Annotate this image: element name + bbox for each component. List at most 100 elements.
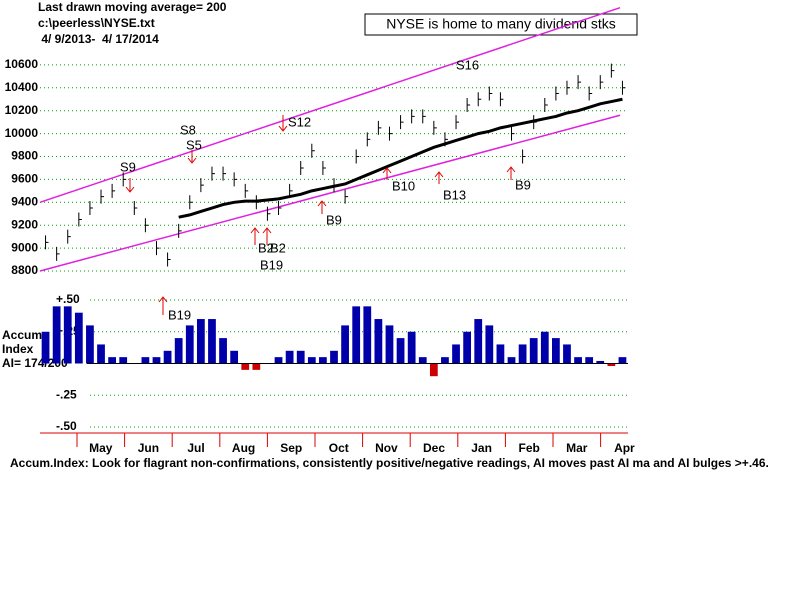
accum-bar <box>418 357 427 364</box>
accum-bar <box>174 338 183 364</box>
signal-label: B13 <box>443 187 466 202</box>
header-line: 4/ 9/2013- 4/ 17/2014 <box>38 32 159 46</box>
price-bar <box>477 92 482 107</box>
price-bar <box>178 223 182 238</box>
accum-bar <box>141 357 150 364</box>
price-bar <box>100 189 105 204</box>
price-bar <box>211 166 215 181</box>
price-bar <box>422 109 426 124</box>
accum-bar <box>352 306 361 364</box>
price-bar <box>522 149 526 164</box>
accum-bar <box>74 312 83 364</box>
price-bar <box>233 172 238 187</box>
y-tick-label: 9800 <box>11 149 38 163</box>
accum-bar <box>152 357 161 364</box>
month-label: May <box>89 441 113 455</box>
y-tick-label: 10200 <box>5 103 39 117</box>
signal-arrow <box>434 171 444 184</box>
price-bar <box>433 120 437 135</box>
price-bar <box>67 229 71 244</box>
price-bar <box>499 92 504 107</box>
signal-label: B9 <box>326 212 342 227</box>
price-bar <box>155 241 160 256</box>
channel-line <box>39 114 621 272</box>
month-label: Feb <box>519 441 540 455</box>
accum-bar <box>474 319 483 364</box>
accum-bar <box>341 325 349 364</box>
price-bar <box>133 201 138 216</box>
header-line: Last drawn moving average= 200 <box>38 0 227 14</box>
price-bar <box>322 160 326 175</box>
signal-label: S5 <box>186 137 202 152</box>
accum-bar <box>363 306 372 364</box>
price-bar <box>511 126 515 141</box>
signal-arrow <box>506 166 516 180</box>
y-tick-label: 9200 <box>11 217 38 231</box>
accum-bar <box>452 344 460 364</box>
price-bar <box>488 86 493 101</box>
signal-label: S12 <box>288 114 311 129</box>
accum-bar <box>285 350 294 364</box>
y-tick-label: 10600 <box>5 57 39 71</box>
price-bar <box>333 178 337 193</box>
price-bar <box>200 178 204 193</box>
price-bar <box>566 80 570 95</box>
accum-bar <box>540 331 549 364</box>
accum-bar <box>108 357 116 364</box>
accum-bar <box>374 319 383 364</box>
footer: Accum.Index: Look for flagrant non-confi… <box>10 456 769 470</box>
price-bar <box>300 160 304 175</box>
price-bar <box>266 206 271 221</box>
accum-tick-label: -.50 <box>56 419 77 433</box>
price-bar <box>411 109 415 124</box>
price-bar <box>577 75 582 90</box>
accum-bar <box>296 350 305 364</box>
price-bar <box>388 126 393 141</box>
accum-bar <box>496 344 505 364</box>
price-bar <box>167 252 171 267</box>
signal-label: B19 <box>260 257 283 272</box>
month-label: Oct <box>329 441 349 455</box>
accum-label: Index <box>2 342 34 356</box>
signal-label: B19 <box>168 307 191 322</box>
y-tick-label: 9400 <box>11 194 38 208</box>
accum-bar <box>441 357 449 364</box>
channel-line <box>39 6 621 204</box>
moving-average <box>178 97 623 219</box>
month-label: Dec <box>423 441 445 455</box>
accum-bar <box>574 357 582 364</box>
y-tick-label: 9000 <box>11 240 38 254</box>
month-label: Apr <box>614 441 635 455</box>
accum-tick-label: -.25 <box>56 387 77 401</box>
price-bar <box>599 75 604 90</box>
month-label: Jun <box>138 441 159 455</box>
accum-bar <box>529 338 538 364</box>
price-bar <box>533 115 537 130</box>
price-bar <box>244 183 249 198</box>
price-bar <box>400 115 404 130</box>
price-bar <box>89 201 93 216</box>
accum-bar <box>119 357 128 364</box>
accum-bar <box>596 360 605 364</box>
signal-arrow <box>382 167 392 180</box>
signal-label: B2 <box>270 240 286 255</box>
month-label: Nov <box>375 441 398 455</box>
signal-arrow <box>125 178 135 193</box>
signal-label: S16 <box>456 57 479 72</box>
chart-title: NYSE is home to many dividend stks <box>386 16 616 32</box>
price-bar <box>255 195 260 210</box>
accum-label: AI= 174/200 <box>2 356 68 370</box>
price-bar <box>355 149 360 164</box>
accum-bar <box>507 357 516 364</box>
month-label: Mar <box>566 441 588 455</box>
accum-label: Accum <box>2 328 42 342</box>
month-label: Sep <box>280 441 302 455</box>
price-bar <box>610 63 615 78</box>
price-bar <box>311 143 315 158</box>
y-tick-label: 9600 <box>11 172 38 186</box>
month-label: Aug <box>232 441 255 455</box>
accum-bar <box>41 331 50 364</box>
accum-bar <box>618 357 627 364</box>
header-line: c:\peerless\NYSE.txt <box>38 16 155 30</box>
price-bar <box>45 235 49 250</box>
